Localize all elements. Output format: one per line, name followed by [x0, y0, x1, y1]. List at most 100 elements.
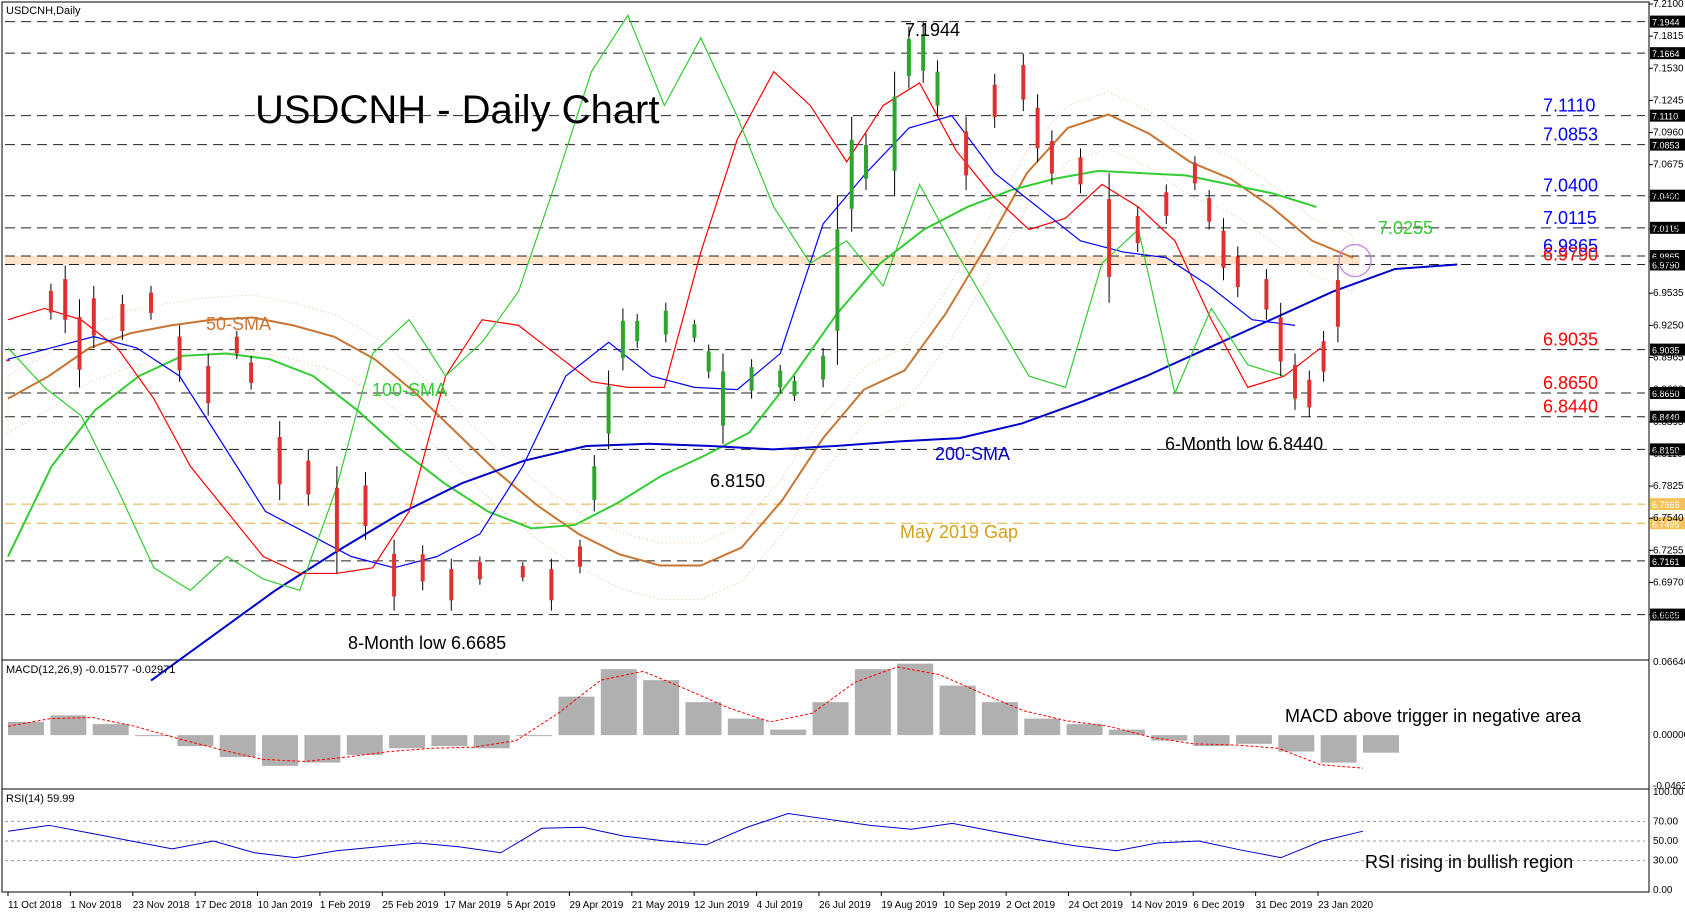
- macd-histogram-bar: [1193, 735, 1230, 747]
- macd-histogram-bar: [8, 721, 44, 736]
- candle-body: [234, 336, 239, 354]
- level-label: 7.0115: [1543, 208, 1597, 228]
- series-50-sma: [7, 113, 1354, 567]
- level-label: 6.9865: [1543, 236, 1598, 256]
- macd-histogram-bar: [939, 685, 976, 736]
- candle-body: [721, 371, 725, 426]
- candle-body: [1335, 280, 1340, 327]
- level-label: 7.0400: [1543, 176, 1598, 196]
- label-100-sma: 100-SMA: [372, 380, 447, 400]
- candle-body: [1221, 230, 1226, 268]
- candle-body: [620, 320, 625, 359]
- x-tick-label: 17 Dec 2018: [195, 900, 252, 911]
- candle-body: [63, 279, 68, 320]
- candle-body: [892, 96, 897, 171]
- candle-body: [477, 562, 482, 580]
- level-tag: [1650, 343, 1685, 356]
- level-tag: [1650, 443, 1685, 456]
- candle-body: [6, 359, 10, 361]
- x-tick-label: 26 Jul 2019: [819, 900, 871, 911]
- x-tick-label: 1 Feb 2019: [320, 900, 371, 911]
- level-label: 7.1110: [1543, 96, 1595, 116]
- candle-body: [692, 324, 697, 338]
- macd-tick-label: -0.046341: [1653, 781, 1685, 792]
- level-tag-text: 6.9035: [1652, 346, 1680, 356]
- x-tick-label: 17 Mar 2019: [445, 900, 502, 911]
- candle-body: [249, 362, 254, 383]
- x-tick-label: 10 Sep 2019: [944, 900, 1001, 911]
- level-tag: [1650, 15, 1685, 28]
- y-tick-label: 7.0960: [1653, 128, 1684, 139]
- x-tick-label: 12 Jun 2019: [694, 900, 749, 911]
- y-tick-label: 7.1815: [1653, 31, 1684, 42]
- y-tick-label: 6.9250: [1653, 320, 1684, 331]
- rsi-tick-label: 50.00: [1653, 836, 1678, 847]
- rsi-note: RSI rising in bullish region: [1365, 852, 1573, 872]
- annotation-8-month-low: 8-Month low 6.6685: [348, 633, 506, 653]
- y-tick-label: 6.6685: [1653, 610, 1684, 621]
- macd-histogram-bar: [770, 729, 807, 736]
- macd-histogram-bar: [262, 735, 299, 766]
- macd-tick-label: 0.066469: [1653, 657, 1685, 668]
- candle-body: [578, 546, 582, 567]
- candle-body: [706, 351, 711, 372]
- candle-body: [835, 229, 840, 331]
- candle-body: [1264, 279, 1269, 310]
- y-tick-label: 7.1245: [1653, 95, 1684, 106]
- macd-histogram-bar: [1363, 735, 1399, 753]
- macd-histogram-bar: [346, 735, 383, 755]
- x-tick-label: 11 Oct 2018: [8, 900, 62, 911]
- macd-histogram-bar: [389, 735, 426, 749]
- level-tag: [1650, 221, 1685, 234]
- level-tag: [1650, 47, 1685, 60]
- candle-body: [363, 485, 368, 527]
- x-tick-label: 1 Nov 2018: [70, 900, 122, 911]
- level-tag-text: 7.1110: [1652, 112, 1678, 122]
- macd-histogram-bar: [1235, 735, 1272, 744]
- candle-body: [1135, 215, 1140, 244]
- candle-body: [549, 569, 554, 601]
- level-tag-text: 7.0400: [1652, 192, 1680, 202]
- level-label: 6.8440: [1543, 397, 1598, 417]
- macd-histogram-bar: [135, 735, 172, 737]
- macd-histogram-bar: [219, 735, 256, 758]
- candle-body: [1321, 341, 1326, 372]
- candle-body: [592, 466, 597, 501]
- macd-histogram-bar: [558, 696, 595, 736]
- level-tag: [1650, 258, 1685, 271]
- annotation-peak: 7.1944: [905, 20, 960, 40]
- macd-histogram-bar: [1320, 735, 1357, 763]
- series-100-sma: [7, 169, 1317, 557]
- level-tag-text: 7.1944: [1652, 18, 1680, 28]
- candle-body: [149, 292, 153, 313]
- candle-body: [1049, 141, 1054, 174]
- candle-body: [792, 381, 797, 396]
- candle-body: [1278, 317, 1283, 362]
- y-tick-label: 6.7540: [1653, 513, 1684, 524]
- macd-histogram-bar: [854, 669, 891, 736]
- x-tick-label: 10 Jan 2019: [258, 900, 313, 911]
- candle-body: [1164, 192, 1169, 216]
- candle-body: [1235, 256, 1240, 288]
- y-tick-label: 6.8110: [1653, 449, 1683, 460]
- x-tick-label: 23 Jan 2020: [1318, 900, 1373, 911]
- candle-body: [663, 310, 668, 335]
- level-tag: [1650, 250, 1685, 263]
- level-tag-text: 6.6685: [1652, 611, 1680, 621]
- candle-body: [392, 553, 397, 597]
- macd-histogram-bar: [473, 735, 510, 749]
- chart-title: USDCNH - Daily Chart: [255, 88, 660, 132]
- level-label: 6.8650: [1543, 373, 1598, 393]
- candle-body: [1021, 65, 1026, 100]
- candle-body: [1307, 379, 1312, 408]
- macd-label: MACD(12,26,9) -0.01577 -0.02971: [6, 664, 175, 676]
- candle-body: [91, 298, 96, 336]
- candle-body: [1207, 197, 1212, 222]
- x-tick-label: 6 Dec 2019: [1193, 900, 1245, 911]
- macd-histogram-bar: [431, 735, 468, 747]
- candle-body: [821, 355, 826, 380]
- level-tag-text: 6.8150: [1652, 445, 1680, 455]
- macd-histogram-bar: [685, 702, 722, 736]
- candle-body: [921, 34, 926, 71]
- y-tick-label: 6.7825: [1653, 481, 1684, 492]
